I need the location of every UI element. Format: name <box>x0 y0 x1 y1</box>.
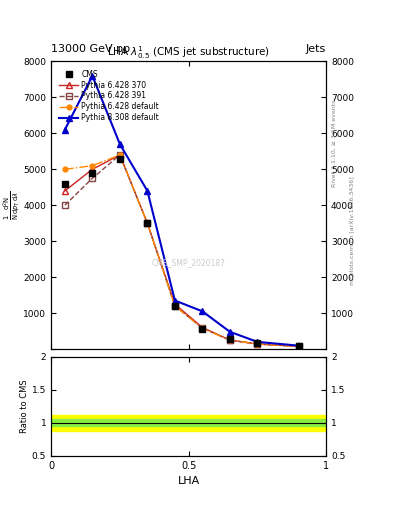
Pythia 6.428 391 <box>118 152 122 158</box>
Line: Pythia 6.428 370: Pythia 6.428 370 <box>62 152 302 350</box>
CMS <box>173 303 177 309</box>
Pythia 6.428 391 <box>173 303 177 309</box>
CMS <box>255 340 260 346</box>
Line: Pythia 6.428 391: Pythia 6.428 391 <box>62 152 302 350</box>
Pythia 6.428 default <box>90 163 95 169</box>
CMS <box>90 170 95 176</box>
Pythia 6.428 default <box>200 325 205 331</box>
Pythia 6.428 default <box>296 344 301 350</box>
Pythia 8.308 default <box>200 308 205 314</box>
Text: mcplots.cern.ch [arXiv:1306.3436]: mcplots.cern.ch [arXiv:1306.3436] <box>350 176 355 285</box>
Pythia 6.428 370 <box>296 344 301 350</box>
Text: Jets: Jets <box>306 44 326 54</box>
Legend: CMS, Pythia 6.428 370, Pythia 6.428 391, Pythia 6.428 default, Pythia 8.308 defa: CMS, Pythia 6.428 370, Pythia 6.428 391,… <box>58 68 161 124</box>
Pythia 6.428 391 <box>200 325 205 331</box>
Pythia 6.428 370 <box>62 188 67 194</box>
CMS <box>200 326 205 332</box>
Pythia 6.428 default <box>173 303 177 309</box>
Pythia 6.428 370 <box>173 301 177 307</box>
Text: CMS_SMP_2020187: CMS_SMP_2020187 <box>152 258 226 267</box>
CMS <box>145 220 150 226</box>
Pythia 8.308 default <box>255 339 260 345</box>
Pythia 8.308 default <box>173 297 177 304</box>
Pythia 8.308 default <box>62 126 67 133</box>
Pythia 6.428 370 <box>200 325 205 331</box>
Line: CMS: CMS <box>62 156 301 349</box>
Line: Pythia 8.308 default: Pythia 8.308 default <box>61 72 302 349</box>
Pythia 6.428 391 <box>145 220 150 226</box>
Pythia 6.428 default <box>145 220 150 226</box>
Pythia 8.308 default <box>118 141 122 147</box>
Pythia 6.428 391 <box>62 202 67 208</box>
Pythia 6.428 370 <box>90 166 95 173</box>
Text: 13000 GeV pp: 13000 GeV pp <box>51 44 130 54</box>
Pythia 8.308 default <box>90 73 95 79</box>
CMS <box>228 336 232 342</box>
Pythia 6.428 391 <box>228 337 232 343</box>
Title: LHA $\lambda^{1}_{0.5}$ (CMS jet substructure): LHA $\lambda^{1}_{0.5}$ (CMS jet substru… <box>107 45 270 61</box>
Pythia 6.428 370 <box>255 341 260 347</box>
Pythia 6.428 default <box>228 337 232 343</box>
Pythia 8.308 default <box>228 329 232 335</box>
Pythia 6.428 391 <box>296 344 301 350</box>
Pythia 6.428 default <box>255 341 260 347</box>
Y-axis label: $\frac{1}{\mathrm{N}} \frac{\mathrm{d}^2\mathrm{N}}{\mathrm{d}p_T\, \mathrm{d}\l: $\frac{1}{\mathrm{N}} \frac{\mathrm{d}^2… <box>1 190 22 220</box>
Pythia 6.428 default <box>118 152 122 158</box>
CMS <box>296 343 301 349</box>
Pythia 6.428 370 <box>228 337 232 343</box>
Y-axis label: Ratio to CMS: Ratio to CMS <box>20 379 29 433</box>
Pythia 8.308 default <box>145 188 150 194</box>
Pythia 6.428 370 <box>145 220 150 226</box>
CMS <box>62 181 67 187</box>
X-axis label: LHA: LHA <box>178 476 200 486</box>
Pythia 6.428 370 <box>118 152 122 158</box>
Pythia 6.428 391 <box>90 175 95 181</box>
Line: Pythia 6.428 default: Pythia 6.428 default <box>62 153 301 349</box>
Pythia 6.428 default <box>62 166 67 173</box>
Text: Rivet 3.1.10, ≥ 3.1M events: Rivet 3.1.10, ≥ 3.1M events <box>332 100 337 187</box>
CMS <box>118 156 122 162</box>
Pythia 8.308 default <box>296 343 301 349</box>
Pythia 6.428 391 <box>255 341 260 347</box>
